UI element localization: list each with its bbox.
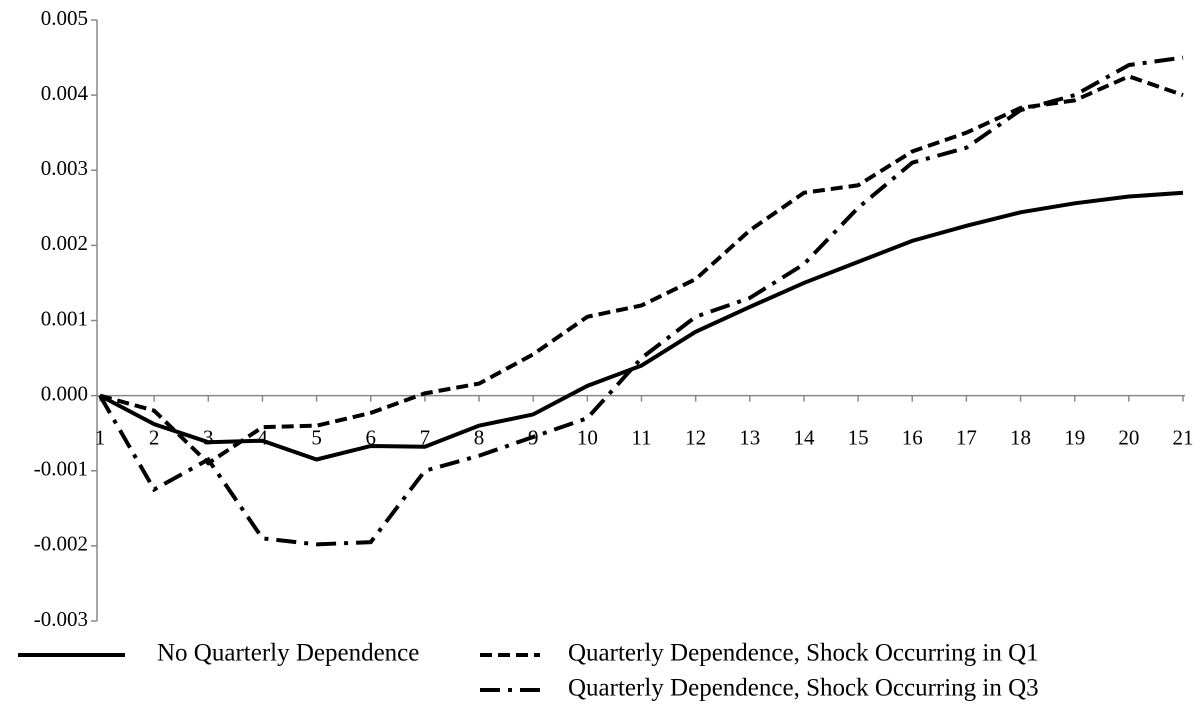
x-tick-label: 14 bbox=[793, 425, 815, 449]
x-tick-label: 2 bbox=[149, 425, 160, 449]
series-line bbox=[99, 190, 1184, 462]
x-tick-label: 20 bbox=[1118, 425, 1139, 449]
x-tick-label: 12 bbox=[685, 425, 706, 449]
x-tick-label: 1 bbox=[95, 425, 106, 449]
x-tick-label: 13 bbox=[739, 425, 760, 449]
y-tick-label: 0.005 bbox=[41, 6, 88, 30]
y-tick-label: 0.004 bbox=[41, 81, 89, 105]
y-tick-label: 0.002 bbox=[41, 231, 88, 255]
series-line bbox=[99, 74, 1184, 466]
x-tick-label: 8 bbox=[474, 425, 485, 449]
x-tick-label: 19 bbox=[1064, 425, 1085, 449]
y-tick-label: -0.001 bbox=[34, 457, 88, 481]
y-tick-label: -0.003 bbox=[34, 607, 88, 631]
y-tick-label: -0.002 bbox=[34, 532, 88, 556]
x-tick-label: 4 bbox=[257, 425, 268, 449]
legend-label: No Quarterly Dependence bbox=[157, 640, 419, 667]
x-tick-label: 6 bbox=[366, 425, 377, 449]
legend-label: Quarterly Dependence, Shock Occurring in… bbox=[568, 675, 1039, 702]
x-tick-label: 7 bbox=[420, 425, 431, 449]
series-line bbox=[98, 55, 1184, 547]
y-tick-label: 0.001 bbox=[41, 306, 88, 330]
x-tick-label: 3 bbox=[203, 425, 214, 449]
y-tick-label: 0.000 bbox=[41, 381, 88, 405]
x-tick-label: 21 bbox=[1173, 425, 1194, 449]
x-tick-label: 18 bbox=[1010, 425, 1031, 449]
x-tick-label: 17 bbox=[956, 425, 977, 449]
x-tick-label: 5 bbox=[311, 425, 322, 449]
x-tick-label: 16 bbox=[902, 425, 923, 449]
legend-label: Quarterly Dependence, Shock Occurring in… bbox=[568, 640, 1039, 667]
x-tick-label: 10 bbox=[577, 425, 598, 449]
x-tick-label: 11 bbox=[631, 425, 651, 449]
y-tick-label: 0.003 bbox=[41, 156, 88, 180]
x-tick-label: 15 bbox=[848, 425, 869, 449]
